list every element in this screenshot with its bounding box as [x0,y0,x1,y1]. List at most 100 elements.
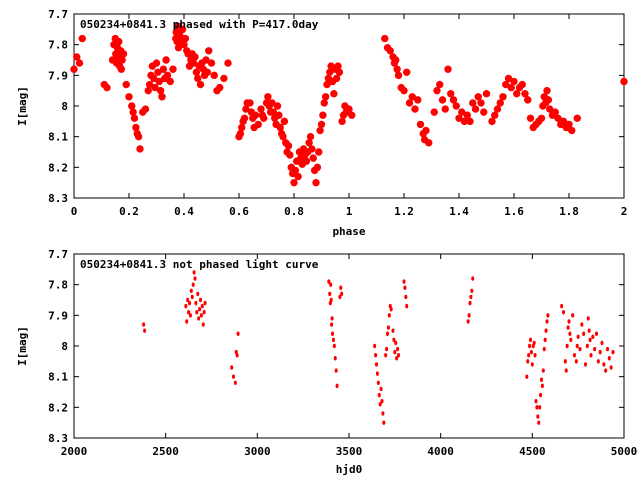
data-point [542,346,546,352]
data-point [280,117,289,126]
unphased-light-curve-panel: 2000 2500 3000 3500 4000 4500 5000 7.7 7.8 7.9 8 8.… [16,248,637,476]
data-point [202,310,206,315]
data-point [376,380,380,386]
x-axis-label: hjd0 [336,463,363,476]
data-point [374,362,379,367]
data-series [70,22,628,187]
data-point [539,392,543,398]
data-point [158,93,166,101]
data-point [302,157,311,165]
y-axis-label: I[mag] [16,326,29,366]
y-tick-label: 7.7 [48,8,68,21]
data-point [386,47,394,55]
data-point [493,105,502,113]
data-point [290,178,298,187]
data-point [455,114,463,122]
data-point [224,59,232,67]
data-point [386,325,390,330]
data-point [384,352,388,358]
data-point [565,343,569,349]
data-point [469,294,473,300]
data-point [414,96,422,104]
data-point [330,90,338,98]
data-point [449,96,458,104]
data-point [593,346,597,352]
data-point [119,50,128,58]
data-point [348,111,356,119]
x-tick-label: 0.6 [229,205,249,218]
data-point [513,90,521,98]
data-point [184,303,188,309]
data-point [327,279,331,284]
data-point [620,77,628,86]
data-point [198,306,202,312]
data-point [194,300,198,306]
data-point [382,420,386,425]
data-point [187,310,191,315]
data-point [543,337,547,343]
x-tick-label: 1.4 [449,205,469,218]
data-point [330,331,335,336]
data-point [526,359,530,364]
data-point [141,105,150,113]
data-point [329,282,333,287]
data-point [145,80,154,89]
data-point [507,83,515,92]
data-point [373,343,377,349]
data-point [330,322,334,327]
data-point [571,313,575,318]
data-point [236,129,245,138]
data-point [594,331,599,336]
data-point [233,380,237,386]
data-point [381,34,389,43]
data-point [294,172,302,181]
data-point [438,96,447,104]
data-point [195,310,199,315]
x-tick-label: 5000 [611,445,638,458]
data-point [75,59,84,67]
data-point [389,306,393,312]
data-point [537,114,546,122]
data-point [586,316,590,321]
data-point [306,132,315,141]
y-tick-label: 8 [61,340,68,353]
data-point [328,291,332,297]
data-point [156,86,165,95]
data-point [134,132,143,141]
data-point [466,117,474,126]
data-point [174,44,183,52]
data-point [155,77,163,86]
data-point [284,142,293,150]
data-point [309,154,317,162]
data-point [275,111,283,119]
data-point [499,93,507,101]
data-point [572,352,577,358]
data-point [537,420,541,425]
data-point [374,352,378,358]
data-point [192,270,196,275]
data-point [203,68,212,76]
data-point [567,319,571,324]
data-point [189,288,193,294]
data-point [444,65,452,73]
data-point [191,53,199,61]
x-tick-label: 2000 [61,445,88,458]
data-point [496,99,504,107]
x-axis: 0 0.2 0.4 0.6 0.8 1 1.2 1.4 1.6 1.8 2 [71,14,627,218]
x-tick-label: 1.2 [394,205,414,218]
data-point [378,402,382,407]
x-axis: 2000 2500 3000 3500 4000 4500 5000 [61,254,638,458]
y-tick-label: 8.3 [48,192,68,205]
data-point [193,276,197,281]
data-point [201,322,205,327]
x-tick-label: 3500 [336,445,363,458]
data-point [236,331,240,336]
data-point [122,80,130,89]
data-point [433,86,441,95]
data-point [521,90,529,98]
data-point [144,86,152,95]
data-point [392,337,396,343]
data-point [561,310,566,315]
data-point [240,114,249,122]
data-point [585,343,589,349]
